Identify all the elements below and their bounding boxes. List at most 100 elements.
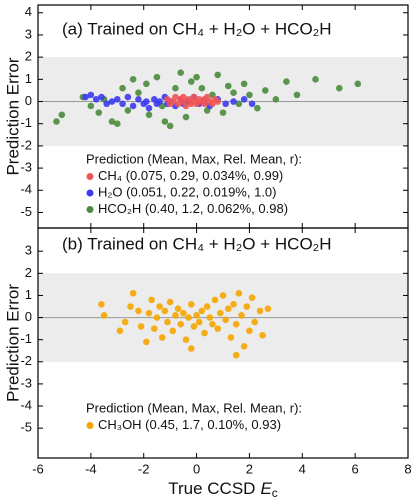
- y-tick-label: -3: [20, 375, 32, 390]
- point: [177, 69, 185, 76]
- point: [166, 122, 174, 130]
- point: [201, 329, 208, 337]
- point: [180, 309, 187, 317]
- point: [169, 327, 177, 335]
- point: [246, 91, 253, 99]
- point: [222, 316, 229, 324]
- point: [156, 98, 163, 105]
- point: [193, 312, 200, 319]
- point: [187, 78, 195, 85]
- point: [243, 303, 251, 310]
- point: [87, 91, 95, 99]
- point: [240, 80, 248, 88]
- point: [58, 111, 66, 119]
- point: [251, 318, 259, 326]
- point: [283, 78, 290, 85]
- y-tick-label: -5: [20, 204, 32, 219]
- y-tick-label: -2: [20, 137, 32, 152]
- point: [312, 76, 319, 83]
- point: [187, 300, 195, 308]
- y-tick-label: -1: [20, 115, 32, 130]
- point: [261, 87, 269, 94]
- point: [235, 289, 243, 297]
- point: [190, 323, 198, 330]
- point: [121, 318, 129, 326]
- y-tick-label: 4: [25, 4, 32, 19]
- point: [272, 96, 280, 103]
- point: [259, 331, 266, 339]
- point: [164, 318, 171, 326]
- point: [145, 104, 153, 112]
- point: [214, 325, 222, 332]
- point: [219, 292, 227, 299]
- point: [248, 294, 256, 301]
- point: [232, 320, 240, 328]
- x-tick-label: -6: [32, 461, 44, 476]
- x-tick-label: 2: [246, 461, 253, 476]
- x-tick-label: 0: [193, 461, 200, 476]
- y-tick-label: 3: [25, 26, 32, 41]
- point: [129, 102, 137, 110]
- x-axis-label-var: E: [260, 479, 272, 498]
- point: [214, 98, 222, 105]
- point: [224, 305, 232, 313]
- point: [153, 73, 161, 81]
- point: [108, 118, 116, 125]
- point: [82, 93, 89, 101]
- point: [145, 111, 153, 119]
- point: [235, 100, 243, 108]
- legend-marker: [86, 422, 94, 429]
- point: [135, 89, 142, 96]
- x-tick-label: -2: [138, 461, 150, 476]
- x-axis-label: True CCSD Ec: [168, 479, 278, 498]
- point: [254, 104, 261, 112]
- legend-label: HCO₂H (0.40, 1.2, 0.062%, 0.98): [98, 201, 288, 216]
- panel-title: (b) Trained on CH₄ + H₂O + HCO₂H: [62, 234, 332, 253]
- point: [248, 100, 256, 108]
- x-tick-label: -4: [85, 461, 97, 476]
- y-tick-label: 2: [25, 49, 32, 64]
- point: [206, 314, 214, 321]
- point: [177, 320, 185, 328]
- y-axis-label: Prediction Error: [3, 57, 22, 175]
- point: [172, 84, 179, 92]
- point: [124, 107, 132, 114]
- y-tick-label: 1: [25, 71, 32, 86]
- y-tick-label: -2: [20, 353, 32, 368]
- point: [143, 80, 150, 88]
- point: [217, 309, 224, 317]
- legend-label: H₂O (0.051, 0.22, 0.019%, 1.0): [98, 184, 276, 199]
- point: [227, 334, 235, 341]
- x-axis-label-sub: c: [272, 486, 278, 498]
- point: [224, 82, 232, 90]
- point: [256, 307, 264, 315]
- x-tick-label: 4: [299, 461, 306, 476]
- point: [161, 307, 169, 315]
- legend-label: CH₄ (0.075, 0.29, 0.034%, 0.99): [98, 168, 283, 183]
- point: [87, 102, 95, 110]
- point: [335, 84, 343, 92]
- point: [185, 314, 192, 321]
- point: [198, 307, 206, 315]
- point: [145, 309, 153, 317]
- point: [209, 320, 216, 328]
- point: [193, 73, 200, 81]
- point: [230, 300, 237, 308]
- y-tick-label: -4: [20, 397, 32, 412]
- point: [172, 312, 179, 319]
- point: [113, 96, 121, 103]
- point: [246, 327, 253, 335]
- point: [135, 307, 142, 315]
- point: [172, 93, 179, 101]
- point: [124, 93, 132, 101]
- point: [174, 305, 182, 313]
- panel-title: (a) Trained on CH₄ + H₂O + HCO₂H: [62, 19, 332, 38]
- y-tick-label: -5: [20, 420, 32, 435]
- point: [119, 84, 126, 92]
- y-tick-label: -1: [20, 331, 32, 346]
- point: [148, 296, 155, 304]
- point: [150, 325, 158, 332]
- legend-title: Prediction (Mean, Max, Rel. Mean, r):: [86, 400, 302, 415]
- point: [211, 296, 219, 304]
